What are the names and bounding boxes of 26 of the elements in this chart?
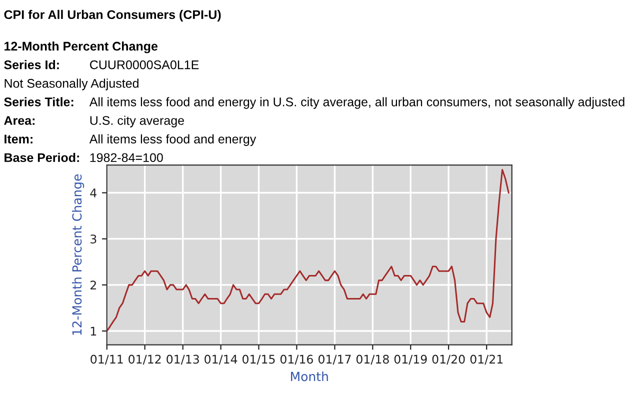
y-axis-title: 12-Month Percent Change — [72, 174, 84, 335]
x-tick-label: 01/16 — [280, 354, 313, 365]
y-tick-label: 3 — [90, 234, 96, 244]
x-tick-label: 01/15 — [242, 354, 275, 365]
y-tick-label: 1 — [90, 326, 96, 336]
y-tick-label: 4 — [90, 188, 96, 198]
chart-subtitle: 12-Month Percent Change — [4, 41, 158, 54]
text: Not Seasonally Adjusted — [4, 78, 138, 90]
x-tick-label: 01/19 — [394, 354, 427, 365]
x-tick-label: 01/17 — [318, 354, 351, 365]
x-tick-label: 01/11 — [90, 354, 123, 365]
x-tick-label: 01/14 — [204, 354, 238, 365]
x-tick-label: 01/18 — [356, 354, 389, 365]
y-tick-label: 2 — [90, 280, 96, 290]
chart-title: CPI for All Urban Consumers (CPI-U) — [4, 10, 221, 22]
x-axis-title: Month — [291, 372, 328, 382]
line-series — [106, 168, 510, 332]
text: Series Id: CUUR0000SA0L1E — [4, 60, 199, 70]
x-tick-label: 01/21 — [470, 354, 503, 365]
x-tick-label: 01/20 — [432, 354, 465, 365]
text: Area: U.S. city average — [4, 116, 184, 128]
x-tick-label: 01/12 — [128, 354, 161, 365]
text: Base Period: 1982-84=100 — [4, 152, 163, 162]
text: Series Title: All items less food and energy in U.S. city average, all urban consumers, not seasonally adjusted — [4, 97, 624, 109]
x-tick-label: 01/13 — [166, 354, 199, 365]
text: Item: All items less food and energy — [4, 134, 256, 146]
